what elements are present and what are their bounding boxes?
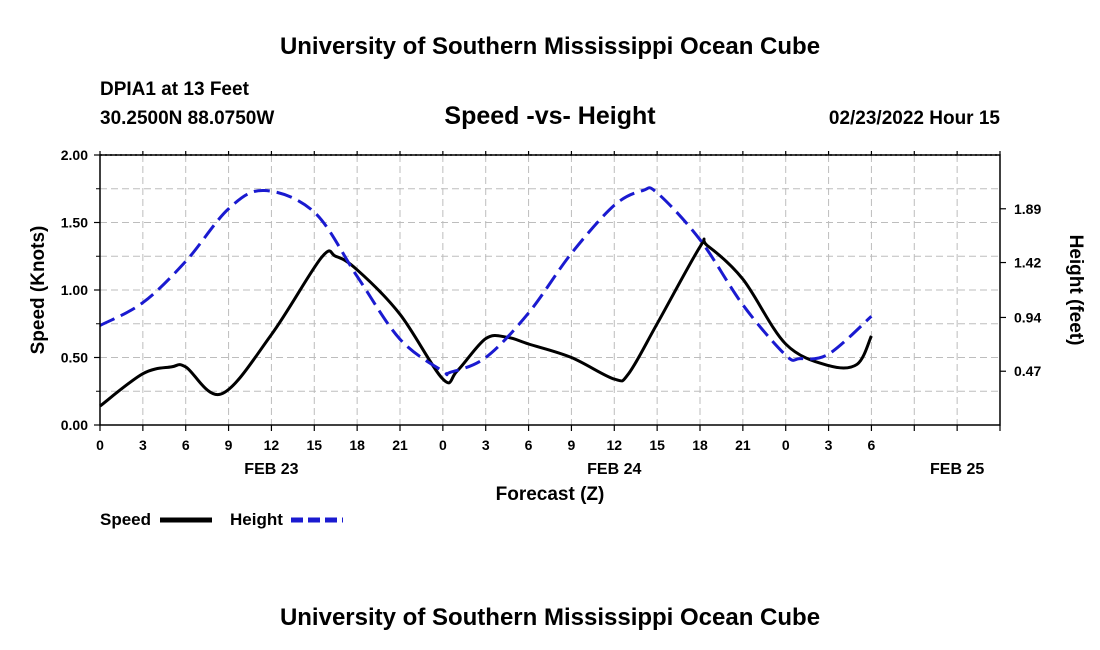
coordinates-label: 30.2500N 88.0750W (100, 108, 274, 129)
y-axis-label: Speed (Knots) (28, 226, 49, 355)
x-tick-label: 6 (868, 437, 876, 453)
series-layer (99, 186, 873, 408)
station-label: DPIA1 at 13 Feet (100, 79, 250, 100)
legend-height-label: Height (230, 510, 283, 529)
legend: Speed Height (100, 510, 343, 529)
x-tick-label: 12 (606, 437, 622, 453)
x-tick-label: 6 (182, 437, 190, 453)
footer-title: University of Southern Mississippi Ocean… (280, 604, 820, 631)
x-tick-label: 12 (264, 437, 280, 453)
x-tick-label: 21 (735, 437, 751, 453)
page-title: University of Southern Mississippi Ocean… (280, 33, 820, 60)
y-tick-label: 1.00 (61, 282, 88, 298)
x-tick-label: 3 (825, 437, 833, 453)
x-tick-label: 0 (96, 437, 104, 453)
y-tick-label: 2.00 (61, 147, 88, 163)
x-tick-label: 9 (568, 437, 576, 453)
x-tick-label: 3 (139, 437, 147, 453)
x-tick-label: 15 (306, 437, 322, 453)
forecast-datetime: 02/23/2022 Hour 15 (829, 108, 1001, 129)
grid (100, 155, 1000, 425)
y-tick-label: 1.50 (61, 215, 88, 231)
y2-tick-label: 0.47 (1014, 363, 1041, 379)
x-tick-label: 18 (349, 437, 365, 453)
series-line-speed (99, 237, 873, 408)
x-tick-label: 0 (439, 437, 447, 453)
series-line-height (99, 186, 873, 377)
x-tick-label: 9 (225, 437, 233, 453)
y2-tick-label: 1.89 (1014, 201, 1041, 217)
x-tick-label: 18 (692, 437, 708, 453)
x-tick-label: 6 (525, 437, 533, 453)
y2-axis-label: Height (feet) (1065, 235, 1086, 346)
y-tick-label: 0.00 (61, 417, 88, 433)
x-tick-label: 3 (482, 437, 490, 453)
day-label: FEB 24 (587, 461, 641, 478)
x-tick-label: 0 (782, 437, 790, 453)
x-tick-label: 21 (392, 437, 408, 453)
x-axis-label: Forecast (Z) (496, 484, 605, 505)
day-label: FEB 25 (930, 461, 984, 478)
y2-tick-label: 1.42 (1014, 255, 1041, 271)
day-label: FEB 23 (244, 461, 298, 478)
chart-title: Speed -vs- Height (444, 102, 656, 130)
y2-tick-label: 0.94 (1014, 309, 1041, 325)
y-tick-label: 0.50 (61, 350, 88, 366)
x-tick-label: 15 (649, 437, 665, 453)
legend-speed-label: Speed (100, 510, 151, 529)
axes: 0 3 6 9 12 15 18 21 0 3 6 9 12 15 18 21 0 3 6 FEB 23 FEB 24 F… (61, 147, 1042, 478)
